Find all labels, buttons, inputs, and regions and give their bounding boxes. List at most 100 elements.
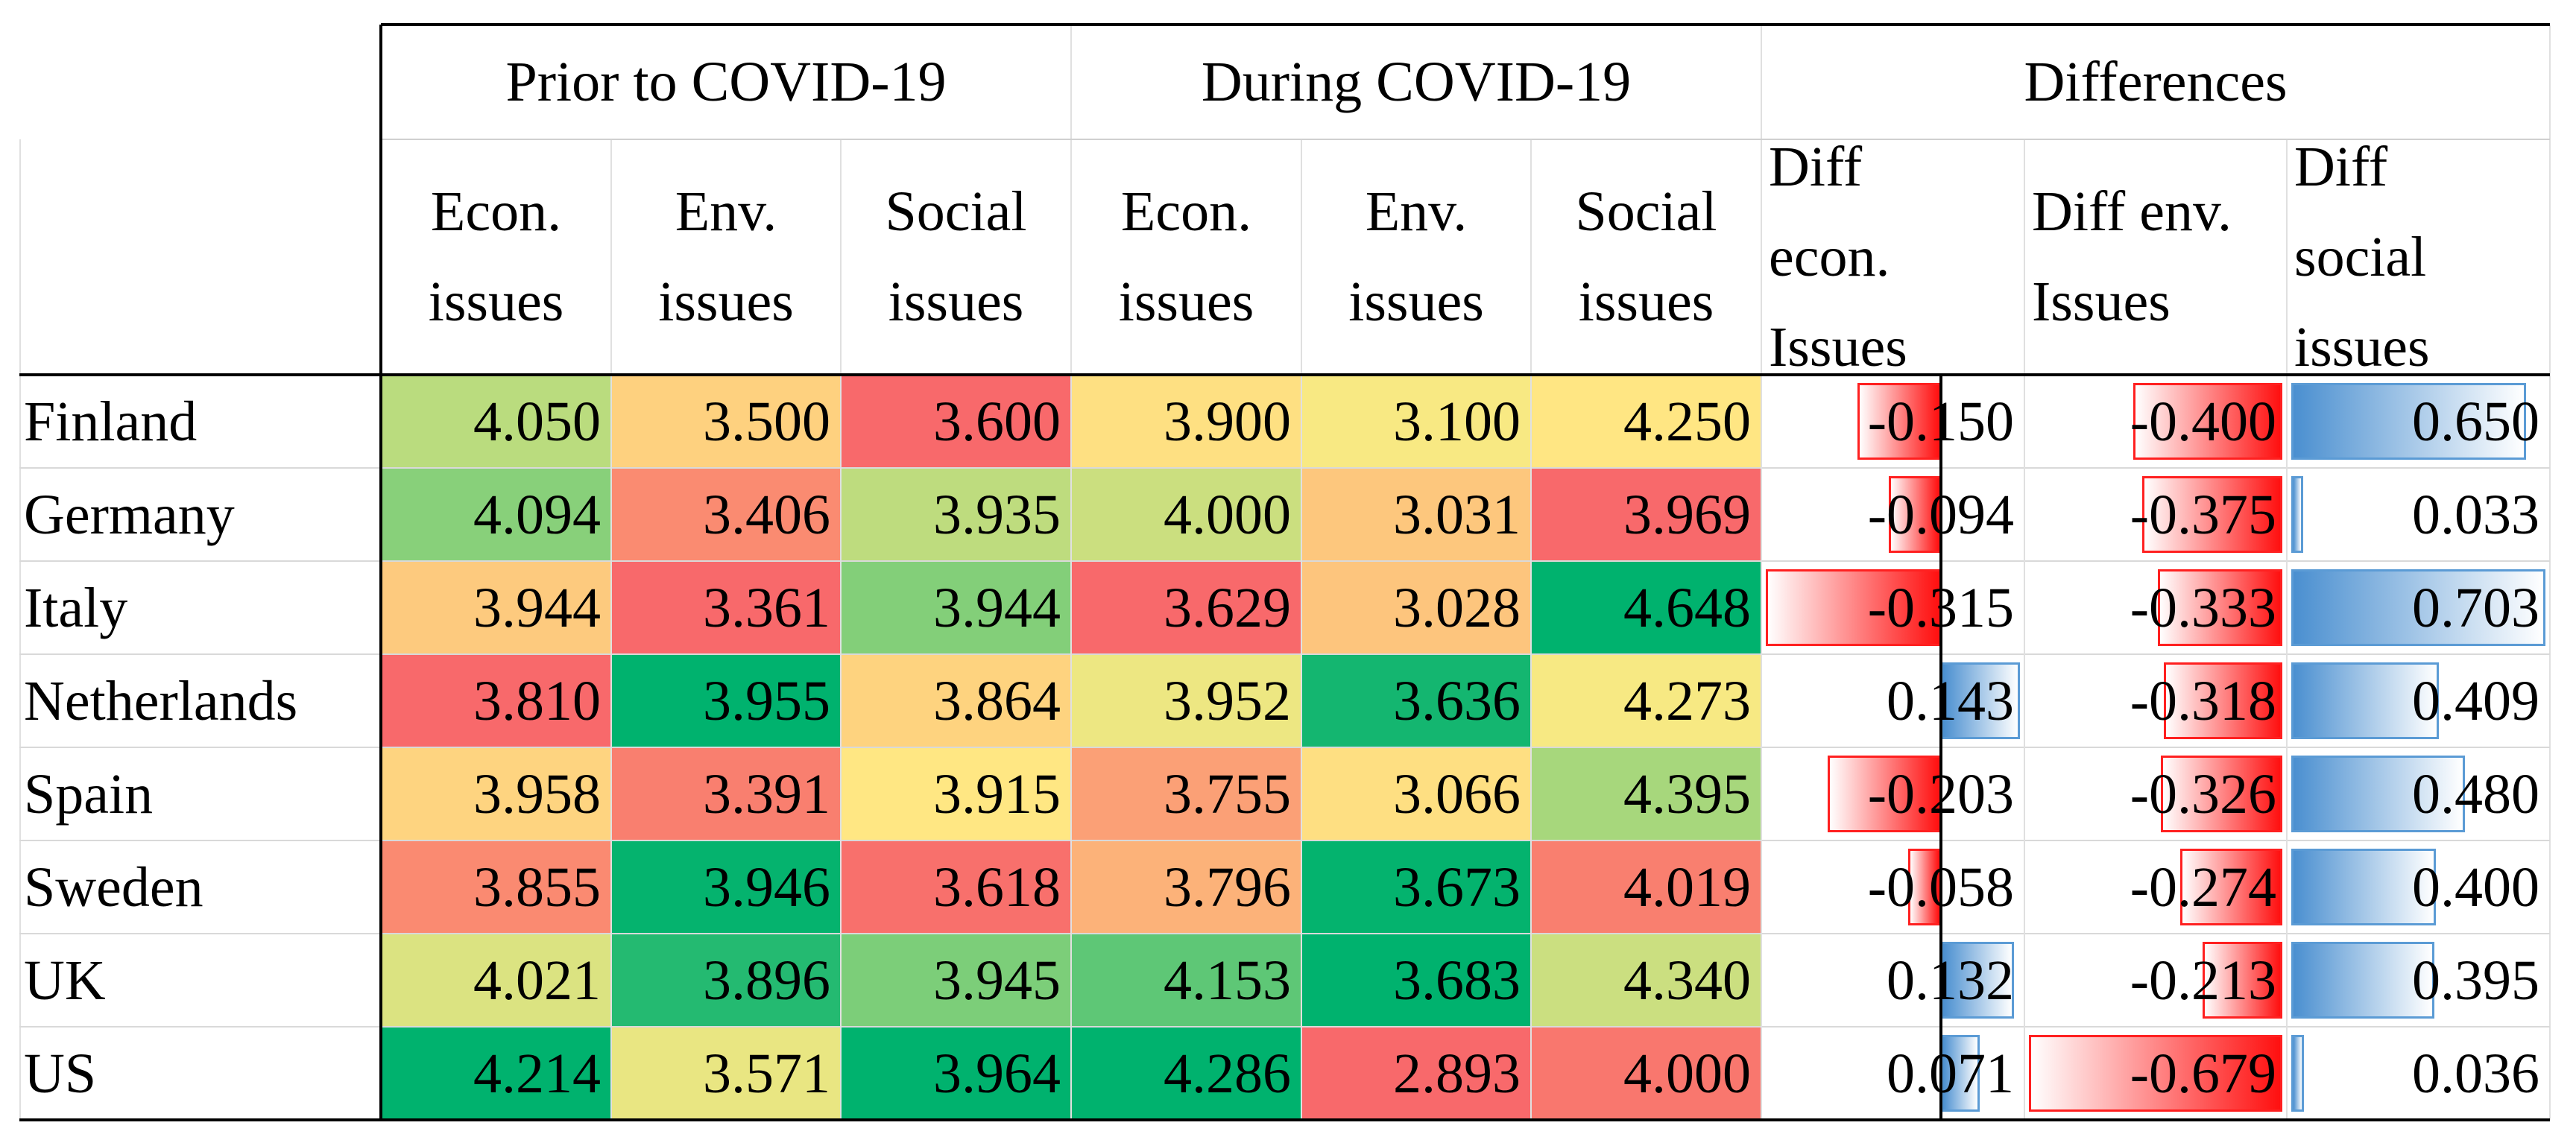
data-bar — [2291, 569, 2545, 646]
top-rule — [381, 23, 2550, 26]
cell-value: -0.150 — [1867, 390, 2014, 453]
cell-value: 3.361 — [703, 576, 830, 639]
row-label: US — [24, 1042, 97, 1105]
cell-value: 4.000 — [1164, 483, 1291, 546]
cell-value: 3.896 — [703, 949, 830, 1012]
cell-value: 3.935 — [933, 483, 1061, 546]
cell-value: -0.326 — [2130, 762, 2276, 826]
heat-cell — [1071, 375, 1301, 468]
row-rule — [19, 653, 2550, 655]
heat-cell — [1531, 934, 1761, 1027]
heat-cell — [1531, 1027, 1761, 1120]
cell-value: 3.618 — [933, 855, 1061, 919]
row-label: Germany — [24, 483, 235, 546]
group-header: Differences — [2024, 51, 2288, 113]
data-bar — [2142, 476, 2282, 553]
data-bar — [2029, 1035, 2282, 1112]
cell-value: 3.755 — [1164, 762, 1291, 826]
data-bar — [1828, 756, 1941, 832]
col-rule — [1530, 139, 1532, 1120]
col-rule — [2286, 139, 2288, 1120]
heat-cell — [841, 468, 1071, 561]
data-bar — [2160, 756, 2282, 832]
row-label: Sweden — [24, 855, 203, 919]
heat-cell — [381, 375, 611, 468]
col-rule — [610, 139, 612, 1120]
row-label: Finland — [24, 390, 198, 453]
heat-cell — [381, 934, 611, 1027]
cell-value: 4.250 — [1623, 390, 1751, 453]
label-rule — [379, 25, 382, 1120]
row-label: Netherlands — [24, 669, 298, 732]
heat-cell — [841, 654, 1071, 747]
col-rule — [840, 139, 842, 1120]
bar-axis — [1939, 375, 1942, 1120]
group-underline — [381, 139, 2550, 140]
cell-value: 0.071 — [1887, 1042, 2014, 1105]
column-header: Env. issues — [658, 180, 794, 333]
heat-cell — [1301, 934, 1531, 1027]
cell-value: 0.395 — [2412, 949, 2539, 1012]
cell-value: 3.673 — [1393, 855, 1521, 919]
heat-cell — [1531, 654, 1761, 747]
cell-value: 3.955 — [703, 669, 830, 732]
heat-cell — [1071, 1027, 1301, 1120]
cell-value: 0.703 — [2412, 576, 2539, 639]
row-label: Italy — [24, 576, 128, 639]
heat-cell — [1301, 840, 1531, 934]
cell-value: 3.944 — [933, 576, 1061, 639]
col-rule — [2024, 139, 2025, 1120]
column-header: Diff econ. Issues — [1769, 135, 1907, 379]
cell-value: 3.500 — [703, 390, 830, 453]
group-rule — [1761, 25, 1762, 139]
data-bar — [1888, 476, 1941, 553]
heat-cell — [1531, 561, 1761, 654]
cell-value: 3.391 — [703, 762, 830, 826]
cell-value: -0.203 — [1867, 762, 2014, 826]
cell-value: 0.033 — [2412, 483, 2539, 546]
cell-value: 0.650 — [2412, 390, 2539, 453]
row-label: Spain — [24, 762, 154, 826]
heat-cell — [1071, 561, 1301, 654]
column-header: Diff social issues — [2294, 135, 2430, 379]
cell-value: 4.050 — [473, 390, 601, 453]
cell-value: 3.636 — [1393, 669, 1521, 732]
heat-cell — [841, 1027, 1071, 1120]
column-header: Econ. issues — [428, 180, 564, 333]
heat-cell — [1301, 1027, 1531, 1120]
cell-value: -0.213 — [2130, 949, 2276, 1012]
cell-value: 0.400 — [2412, 855, 2539, 919]
row-rule — [19, 933, 2550, 934]
cell-value: -0.400 — [2130, 390, 2276, 453]
cell-value: -0.333 — [2130, 576, 2276, 639]
column-header: Econ. issues — [1118, 180, 1254, 333]
cell-value: -0.318 — [2130, 669, 2276, 732]
row-rule — [19, 840, 2550, 841]
heat-cell — [611, 747, 841, 840]
left-rule — [19, 139, 21, 1120]
cell-value: 4.214 — [473, 1042, 601, 1105]
group-header: Prior to COVID-19 — [505, 51, 947, 113]
cell-value: 3.406 — [703, 483, 830, 546]
cell-value: 3.969 — [1623, 483, 1751, 546]
heat-cell — [1301, 468, 1531, 561]
heat-cell — [841, 375, 1071, 468]
right-rule — [2549, 25, 2551, 1120]
cell-value: 3.066 — [1393, 762, 1521, 826]
cell-value: -0.679 — [2130, 1042, 2276, 1105]
cell-value: 3.571 — [703, 1042, 830, 1105]
col-rule — [1070, 139, 1072, 1120]
cell-value: -0.274 — [2130, 855, 2276, 919]
group-header: During COVID-19 — [1201, 51, 1632, 113]
column-header: Social issues — [885, 180, 1027, 333]
heat-cell — [1301, 747, 1531, 840]
row-rule — [19, 467, 2550, 469]
col-rule — [1301, 139, 1302, 1120]
bottom-rule — [19, 1118, 2550, 1121]
cell-value: -0.315 — [1867, 576, 2014, 639]
data-bar — [2133, 383, 2282, 460]
cell-value: 4.286 — [1164, 1042, 1291, 1105]
cell-value: 4.395 — [1623, 762, 1751, 826]
data-bar — [2203, 942, 2282, 1019]
